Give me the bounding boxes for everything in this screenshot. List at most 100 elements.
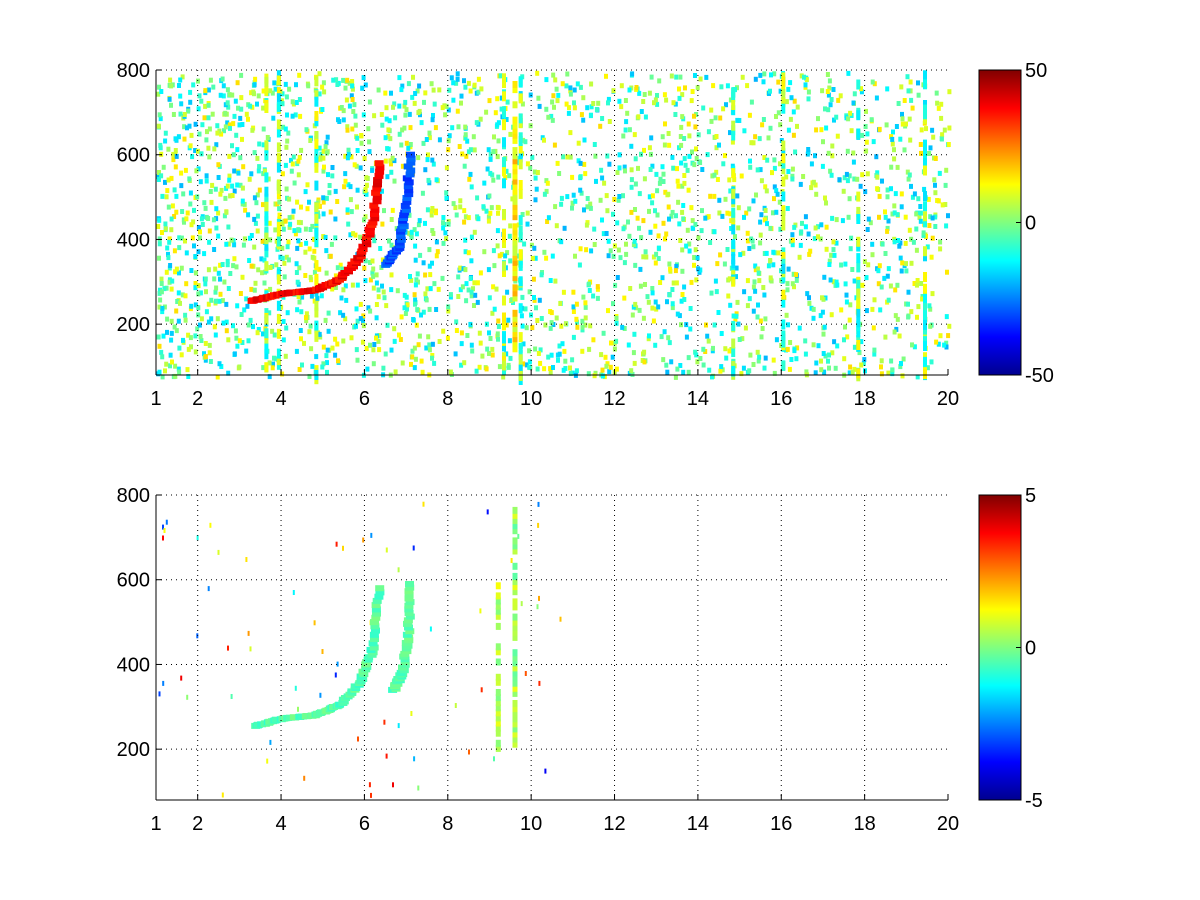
heatmap-feature-cell xyxy=(495,673,501,681)
heatmap-cell xyxy=(544,255,549,261)
heatmap-cell xyxy=(167,96,172,102)
heatmap-cell xyxy=(253,280,258,286)
heatmap-cell xyxy=(389,161,393,167)
heatmap-cell xyxy=(248,103,253,109)
heatmap-feature-cell xyxy=(512,101,518,109)
heatmap-feature-cell xyxy=(495,744,501,752)
heatmap-cell xyxy=(820,88,825,94)
heatmap-cell xyxy=(185,367,190,373)
heatmap-cell xyxy=(246,212,251,218)
heatmap-cell xyxy=(355,135,360,141)
heatmap-cell xyxy=(184,216,189,222)
heatmap-cell xyxy=(538,347,543,353)
heatmap-cell xyxy=(391,104,395,110)
heatmap-cell xyxy=(235,182,240,188)
heatmap-cell xyxy=(524,362,529,368)
heatmap-cell xyxy=(325,369,329,375)
heatmap-cell xyxy=(227,173,232,179)
heatmap-feature-cell xyxy=(512,330,518,338)
heatmap-cell xyxy=(530,154,535,160)
heatmap-cell xyxy=(598,197,603,203)
heatmap-cell xyxy=(463,124,468,130)
heatmap-cell xyxy=(630,71,635,77)
heatmap-cell xyxy=(173,136,178,142)
heatmap-feature-cell xyxy=(406,159,416,166)
heatmap-cell xyxy=(189,303,194,309)
heatmap-feature-cell xyxy=(512,517,518,524)
heatmap-cell xyxy=(639,235,644,241)
heatmap-cell xyxy=(397,103,402,109)
heatmap-cell xyxy=(577,262,582,268)
heatmap-cell xyxy=(281,319,286,324)
heatmap-cell xyxy=(936,198,941,204)
heatmap-cell xyxy=(753,134,758,140)
heatmap-cell xyxy=(771,262,776,268)
heatmap-cell xyxy=(343,283,348,289)
heatmap-feature-cell xyxy=(495,607,501,615)
heatmap-cell xyxy=(390,155,395,161)
heatmap-cell xyxy=(333,273,338,279)
heatmap-cell xyxy=(718,252,723,258)
heatmap-cell xyxy=(731,239,736,250)
heatmap-cell xyxy=(363,82,368,88)
heatmap-cell xyxy=(701,362,706,368)
heatmap-cell xyxy=(276,93,281,104)
heatmap-cell xyxy=(589,104,594,110)
heatmap-cell xyxy=(732,177,737,183)
heatmap-cell xyxy=(560,81,565,87)
heatmap-cell xyxy=(537,297,542,303)
heatmap-cell xyxy=(214,298,218,304)
heatmap-cell xyxy=(581,95,586,101)
heatmap-cell xyxy=(213,186,218,192)
heatmap-cell xyxy=(698,356,703,361)
heatmap-cell xyxy=(196,78,200,84)
heatmap-cell xyxy=(872,81,877,87)
heatmap-cell xyxy=(350,126,355,132)
heatmap-cell xyxy=(268,88,273,94)
heatmap-cell xyxy=(348,232,353,238)
heatmap-cell xyxy=(757,354,762,360)
heatmap-cell xyxy=(940,132,945,138)
heatmap-cell xyxy=(892,156,897,162)
heatmap-cell xyxy=(173,373,178,379)
heatmap-cell xyxy=(502,261,506,272)
heatmap-feature-cell xyxy=(512,157,518,165)
heatmap-cell xyxy=(807,295,811,301)
heatmap-cell xyxy=(372,113,377,119)
heatmap-cell xyxy=(383,135,388,141)
heatmap-cell xyxy=(297,299,302,305)
heatmap-cell xyxy=(894,326,899,332)
heatmap-cell xyxy=(459,330,464,336)
heatmap-cell xyxy=(230,143,234,149)
heatmap-cell xyxy=(778,161,782,167)
heatmap-cell xyxy=(835,343,840,349)
heatmap-cell xyxy=(249,171,254,177)
heatmap-cell xyxy=(762,365,767,371)
heatmap-cell xyxy=(518,342,523,353)
heatmap-cell xyxy=(785,206,790,211)
heatmap-cell xyxy=(642,176,647,182)
heatmap-cell xyxy=(454,212,459,218)
heatmap-cell xyxy=(331,77,336,83)
heatmap-cell xyxy=(717,142,721,148)
heatmap-cell xyxy=(681,216,686,222)
heatmap-cell xyxy=(856,340,861,350)
heatmap-cell xyxy=(335,265,340,271)
heatmap-cell xyxy=(510,297,515,303)
heatmap-cell xyxy=(462,163,467,169)
heatmap-cell xyxy=(676,199,681,205)
heatmap-cell xyxy=(650,163,655,169)
heatmap-cell xyxy=(502,106,506,117)
heatmap-cell xyxy=(771,210,775,216)
heatmap-cell xyxy=(691,225,696,231)
heatmap-cell xyxy=(198,334,203,339)
heatmap-cell xyxy=(791,271,796,277)
heatmap-cell xyxy=(233,98,238,104)
heatmap-cell xyxy=(409,229,414,235)
heatmap-cell xyxy=(599,352,604,358)
heatmap-cell xyxy=(342,545,344,551)
heatmap-cell xyxy=(736,205,741,211)
heatmap-cell xyxy=(642,147,646,153)
heatmap-cell xyxy=(289,168,294,174)
heatmap-cell xyxy=(555,160,560,166)
